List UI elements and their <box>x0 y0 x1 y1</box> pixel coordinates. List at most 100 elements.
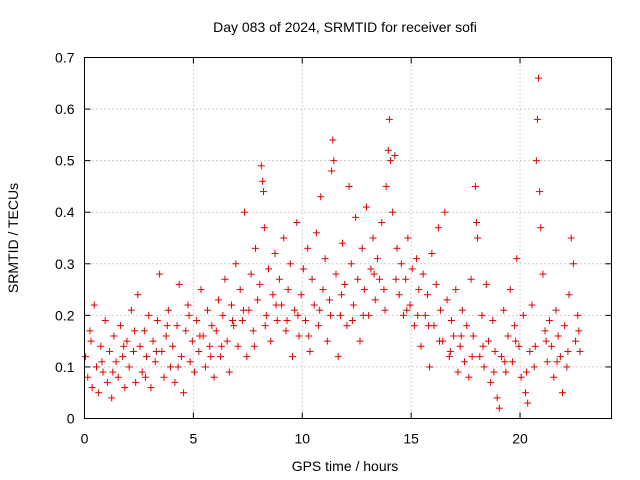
data-point <box>531 342 539 350</box>
data-point <box>426 363 434 371</box>
data-point <box>190 368 198 376</box>
x-tick-label: 5 <box>189 431 197 447</box>
y-tick-label: 0 <box>67 411 75 427</box>
data-point <box>325 296 333 304</box>
y-tick-label: 0.5 <box>55 153 75 169</box>
data-point <box>487 378 495 386</box>
data-point <box>171 378 179 386</box>
y-tick-label: 0.6 <box>55 101 75 117</box>
data-point <box>145 311 153 319</box>
data-point <box>210 373 218 381</box>
data-point <box>545 317 553 325</box>
data-point <box>370 270 378 278</box>
data-point <box>160 373 168 381</box>
data-point <box>504 332 512 340</box>
data-point <box>312 229 320 237</box>
data-point <box>532 157 540 165</box>
data-point <box>542 337 550 345</box>
data-point <box>214 296 222 304</box>
data-point <box>260 224 268 232</box>
data-point <box>528 301 536 309</box>
data-point <box>188 337 196 345</box>
data-point <box>254 296 262 304</box>
grid-lines <box>84 57 612 419</box>
data-point <box>173 322 181 330</box>
data-point <box>304 244 312 252</box>
data-point <box>90 301 98 309</box>
data-point <box>308 275 316 283</box>
data-point <box>447 317 455 325</box>
data-point <box>82 353 90 361</box>
data-point <box>108 394 116 402</box>
data-point <box>367 265 375 273</box>
data-point <box>259 177 267 185</box>
data-point <box>334 353 342 361</box>
data-point <box>286 260 294 268</box>
x-axis-label: GPS time / hours <box>292 458 399 474</box>
data-point <box>174 363 182 371</box>
data-point <box>283 317 291 325</box>
data-point <box>572 337 580 345</box>
data-point <box>348 317 356 325</box>
data-point <box>521 389 529 397</box>
data-point <box>471 182 479 190</box>
data-point <box>511 322 519 330</box>
data-point <box>185 311 193 319</box>
y-axis-label: SRMTID / TECUs <box>5 183 21 293</box>
data-point <box>218 342 226 350</box>
data-point <box>400 311 408 319</box>
data-point <box>478 311 486 319</box>
data-point <box>354 275 362 283</box>
plot-frame <box>84 57 612 419</box>
data-point <box>552 306 560 314</box>
data-point <box>138 368 146 376</box>
data-point <box>369 234 377 242</box>
data-point <box>271 249 279 257</box>
data-point <box>140 327 148 335</box>
data-point <box>232 260 240 268</box>
data-point <box>526 347 534 355</box>
data-point <box>230 322 238 330</box>
data-point <box>323 337 331 345</box>
data-point <box>208 322 216 330</box>
data-point <box>197 286 205 294</box>
data-point <box>119 353 127 361</box>
data-point <box>143 353 151 361</box>
y-tick-label: 0.2 <box>55 307 75 323</box>
data-point <box>167 363 175 371</box>
data-point <box>458 306 466 314</box>
data-point <box>519 311 527 319</box>
data-point <box>99 368 107 376</box>
data-point <box>330 157 338 165</box>
data-point <box>182 327 190 335</box>
data-point <box>134 291 142 299</box>
data-point <box>382 182 390 190</box>
data-point <box>180 389 188 397</box>
data-point <box>500 306 508 314</box>
data-point <box>106 347 114 355</box>
data-point <box>502 368 510 376</box>
data-point <box>435 337 443 345</box>
data-points <box>82 74 584 412</box>
data-point <box>141 373 149 381</box>
x-tick-label: 20 <box>512 431 528 447</box>
data-point <box>445 353 453 361</box>
data-point <box>151 358 159 366</box>
data-point <box>162 332 170 340</box>
data-point <box>125 363 133 371</box>
data-point <box>272 301 280 309</box>
data-point <box>273 317 281 325</box>
data-point <box>386 157 394 165</box>
data-point <box>131 327 139 335</box>
data-point <box>257 162 265 170</box>
data-point <box>395 291 403 299</box>
data-point <box>152 347 160 355</box>
y-tick-label: 0.3 <box>55 256 75 272</box>
data-point <box>184 301 192 309</box>
data-point <box>112 358 120 366</box>
data-point <box>241 208 249 216</box>
data-point <box>537 224 545 232</box>
data-point <box>550 373 558 381</box>
data-point <box>221 275 229 283</box>
